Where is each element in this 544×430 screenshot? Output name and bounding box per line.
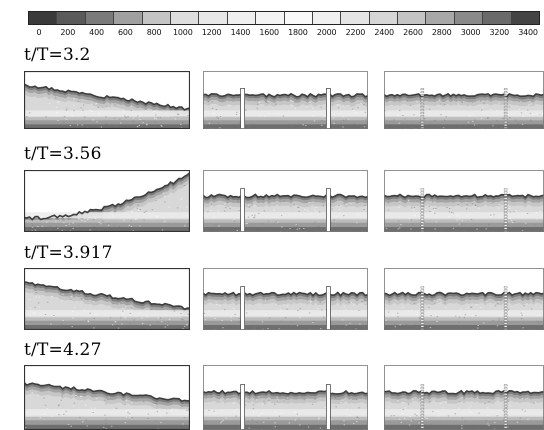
water-field-plot [384,170,544,232]
water-field-plot [384,71,544,129]
colorbar-tick-label: 3000 [460,28,481,37]
solid-baffle [240,188,245,232]
porous-baffle [503,188,508,232]
colorbar-segment [227,12,257,24]
colorbar-segment [29,12,58,24]
panel-row-1-solid-baffles [203,71,368,129]
porous-baffle [503,384,508,430]
colorbar-tick-label: 800 [146,28,162,37]
water-field-plot [24,170,190,232]
water-field-plot [24,365,190,430]
time-label-row-4: t/T=4.27 [24,340,102,360]
panel-row-4-porous-baffles [384,365,544,430]
colorbar-tick-label: 1800 [288,28,308,37]
colorbar-segment [256,12,285,24]
panel-row-3-porous-baffles [384,268,544,330]
panel-row-2-open-tank [24,170,190,232]
colorbar-tick-label: 2200 [345,28,366,37]
water-field-plot [203,268,368,330]
colorbar-segment [142,12,171,24]
panel-row-3-open-tank [24,268,190,330]
colorbar-tick-label: 1200 [201,28,222,37]
colorbar-tick-label: 2000 [316,28,337,37]
time-label-row-1: t/T=3.2 [24,45,91,65]
colorbar-tick-label: 1400 [230,28,251,37]
colorbar-tick-label: 2600 [403,28,423,37]
colorbar-segment [483,12,512,24]
water-field-plot [384,365,544,430]
water-field-plot [24,268,190,330]
colorbar-segment [85,12,115,24]
solid-baffle [240,87,245,129]
colorbar-segment [369,12,399,24]
colorbar-segment [426,12,455,24]
porous-baffle [420,188,425,232]
colorbar-segment [454,12,484,24]
colorbar-tick-label: 400 [89,28,104,37]
colorbar-tick-label: 1000 [173,28,193,37]
water-field-plot [203,365,368,430]
colorbar-segment [511,12,540,24]
water-field-plot [24,71,190,129]
water-field-plot [384,268,544,330]
panel-row-2-solid-baffles [203,170,368,232]
solid-baffle [240,286,245,330]
colorbar-segment [199,12,228,24]
colorbar-tick-label: 3200 [489,28,510,37]
porous-baffle [503,286,508,330]
colorbar-tick-label: 2400 [374,28,394,37]
panel-row-1-porous-baffles [384,71,544,129]
panel-row-4-solid-baffles [203,365,368,430]
panel-row-3-solid-baffles [203,268,368,330]
porous-baffle [420,88,425,129]
colorbar-tick-label: 1600 [259,28,279,37]
solid-baffle [326,87,331,129]
solid-baffle [240,384,245,430]
colorbar-tick-label: 200 [60,28,76,37]
panel-row-2-porous-baffles [384,170,544,232]
solid-baffle [326,286,331,330]
water-field-plot [203,71,368,129]
porous-baffle [420,286,425,330]
panel-row-4-open-tank [24,365,190,430]
colorbar-segment [312,12,342,24]
colorbar-tick-label: 3400 [518,28,538,37]
time-label-row-2: t/T=3.56 [24,144,102,164]
colorbar-segment [398,12,427,24]
colorbar-segment [284,12,313,24]
colorbar-segment [57,12,86,24]
colorbar [28,11,540,25]
colorbar-ticks: 0 200 400 600 800 1000 1200 1400 1600 1800 2000 220… [0,28,544,40]
colorbar-tick-label: 0 [36,28,42,37]
colorbar-segment [170,12,200,24]
water-field-plot [203,170,368,232]
solid-baffle [326,188,331,232]
time-label-row-3: t/T=3.917 [24,243,113,263]
colorbar-segment [341,12,370,24]
colorbar-tick-label: 2800 [431,28,452,37]
colorbar-segment [114,12,143,24]
panel-row-1-open-tank [24,71,190,129]
solid-baffle [326,384,331,430]
colorbar-tick-label: 600 [117,28,133,37]
